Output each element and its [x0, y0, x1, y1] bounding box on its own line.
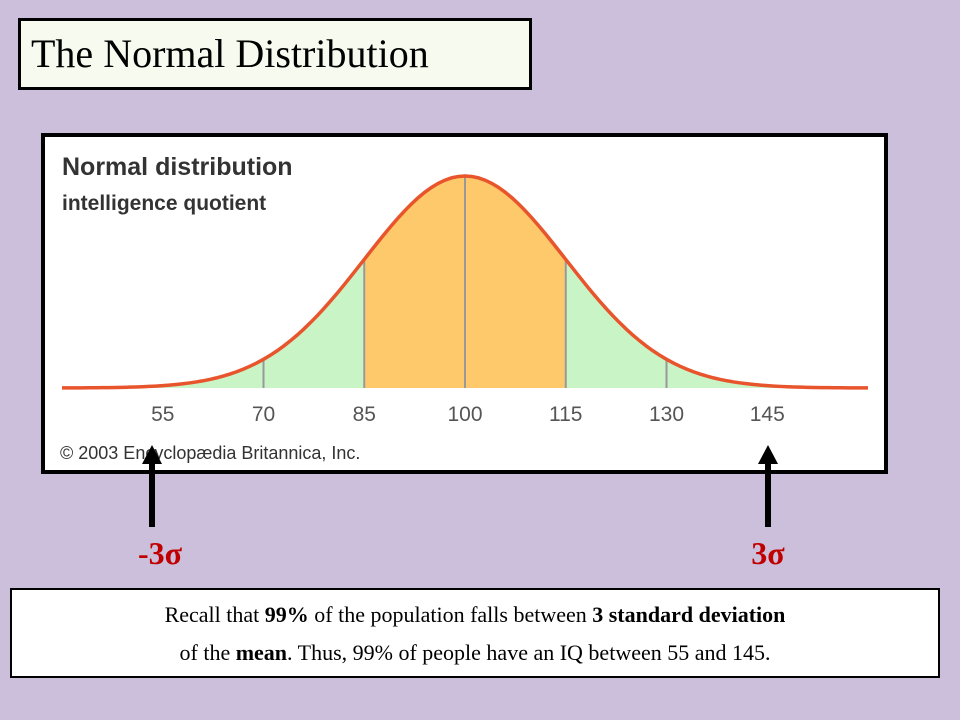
x-tick-label: 145: [750, 403, 785, 426]
note-text: Recall that: [164, 602, 265, 627]
right-label: 3σ: [751, 535, 785, 571]
x-tick-label: 85: [353, 403, 376, 426]
outer-area: [565, 259, 868, 388]
x-tick-label: 115: [549, 403, 582, 426]
note-text: of the: [179, 640, 236, 665]
note: Recall that 99% of the population falls …: [10, 588, 940, 678]
note-bold: mean: [235, 640, 288, 665]
note-bold: 3 standard deviation: [592, 602, 786, 627]
x-tick-label: 130: [649, 403, 684, 426]
left-label: -3σ: [138, 535, 183, 571]
note-text: . Thus, 99% of people have an IQ between…: [287, 640, 771, 665]
x-tick-label: 70: [252, 403, 275, 426]
chart-subtitle: intelligence quotient: [62, 192, 266, 215]
x-tick-label: 100: [447, 403, 482, 426]
arrow-head: [758, 445, 778, 464]
note-bold: 99%: [264, 602, 309, 627]
arrow-head: [142, 445, 162, 464]
density-curve: [61, 174, 869, 390]
note-text: of the population falls between: [308, 602, 593, 627]
chart-title: Normal distribution: [62, 153, 293, 181]
slide-title: The Normal Distribution: [18, 18, 532, 90]
credit: © 2003 Encyclopædia Britannica, Inc.: [60, 443, 360, 463]
outer-area: [62, 259, 365, 388]
x-tick-label: 55: [151, 403, 174, 426]
